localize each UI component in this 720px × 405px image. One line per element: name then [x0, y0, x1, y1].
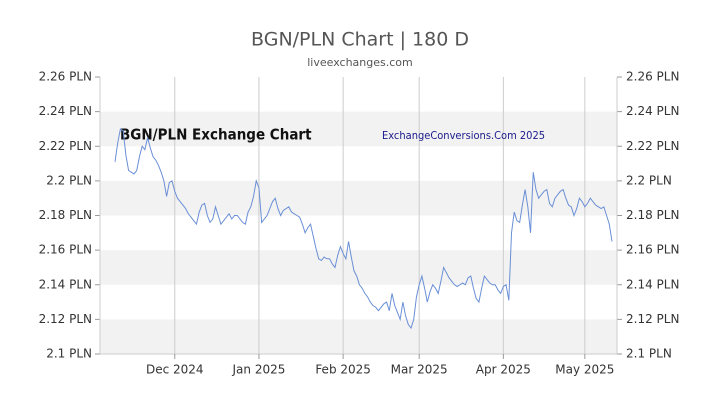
x-tick-label: Feb 2025 — [315, 363, 371, 377]
y-tick-label: 2.14 PLN — [39, 277, 92, 291]
plot-background — [100, 111, 617, 354]
y2-tick-label: 2.2 PLN — [626, 173, 672, 187]
y2-tick-label: 2.22 PLN — [626, 139, 679, 153]
y2-tick-label: 2.24 PLN — [626, 104, 679, 118]
y-tick-label: 2.2 PLN — [46, 173, 92, 187]
y2-tick-label: 2.12 PLN — [626, 312, 679, 326]
y-tick-label: 2.24 PLN — [39, 104, 92, 118]
grid-band — [100, 250, 617, 285]
x-tick-label: Dec 2024 — [146, 363, 204, 377]
x-tick-label: Apr 2025 — [476, 363, 531, 377]
x-tick-label: Jan 2025 — [232, 363, 286, 377]
y2-tick-label: 2.26 PLN — [626, 70, 679, 84]
annotation: BGN/PLN Exchange Chart — [120, 126, 312, 144]
x-tick-label: Mar 2025 — [391, 363, 448, 377]
x-tick-label: May 2025 — [555, 363, 614, 377]
y-tick-label: 2.12 PLN — [39, 312, 92, 326]
grid-band — [100, 319, 617, 354]
annotation: ExchangeConversions.Com 2025 — [382, 129, 545, 142]
series-line — [114, 128, 613, 330]
grid-band — [100, 111, 617, 147]
chart-title: BGN/PLN Chart | 180 D — [251, 29, 469, 51]
y-tick-label: 2.18 PLN — [39, 208, 92, 222]
y-tick-label: 2.1 PLN — [46, 347, 92, 361]
y-tick-label: 2.16 PLN — [39, 243, 92, 257]
y-tick-label: 2.22 PLN — [39, 139, 92, 153]
chart-subtitle: liveexchanges.com — [307, 56, 412, 69]
y2-tick-label: 2.1 PLN — [626, 347, 672, 361]
y2-tick-label: 2.16 PLN — [626, 243, 679, 257]
y2-tick-label: 2.14 PLN — [626, 277, 679, 291]
y2-tick-label: 2.18 PLN — [626, 208, 679, 222]
y-tick-label: 2.26 PLN — [39, 70, 92, 84]
